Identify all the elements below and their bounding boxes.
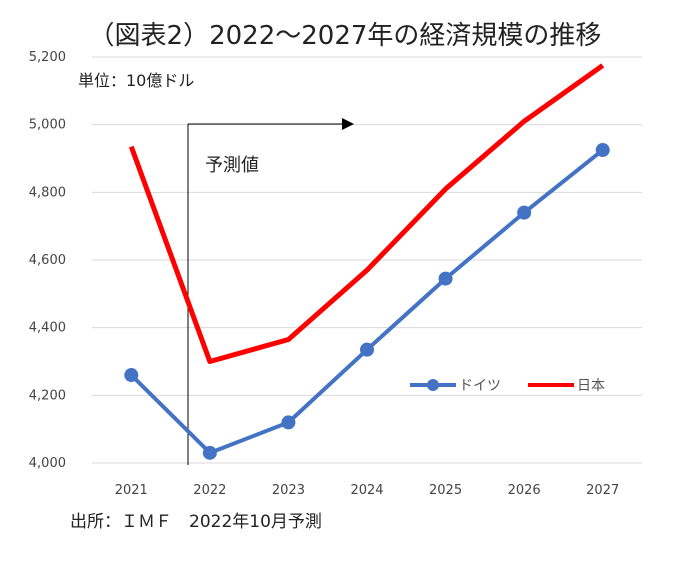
y-tick-label: 4,000 xyxy=(29,456,66,471)
y-tick-label: 4,200 xyxy=(29,388,66,403)
x-tick-label: 2026 xyxy=(508,483,541,498)
y-tick-label: 4,800 xyxy=(29,185,66,200)
series-japan xyxy=(128,63,605,364)
data-point-germany xyxy=(438,271,453,286)
legend-marker-germany xyxy=(427,379,439,391)
x-tick-label: 2021 xyxy=(115,483,148,498)
data-point-germany xyxy=(595,143,610,158)
chart-title: （図表2）2022〜2027年の経済規模の推移 xyxy=(89,21,602,51)
x-tick-label: 2023 xyxy=(272,483,305,498)
data-point-germany xyxy=(124,368,139,383)
legend: ドイツ 日本 xyxy=(410,378,605,394)
series-line-japan xyxy=(128,63,605,364)
x-tick-label: 2024 xyxy=(350,483,383,498)
y-tick-label: 4,600 xyxy=(29,253,66,268)
x-tick-label: 2025 xyxy=(429,483,462,498)
data-point-germany xyxy=(517,205,532,220)
series-line-germany xyxy=(129,148,604,455)
unit-label: 単位：10億ドル xyxy=(78,71,194,90)
y-tick-label: 5,000 xyxy=(29,118,66,133)
legend-label-japan: 日本 xyxy=(577,378,605,394)
y-tick-label: 5,200 xyxy=(29,50,66,65)
data-point-germany xyxy=(360,342,374,357)
series-germany xyxy=(124,143,610,460)
forecast-label: 予測値 xyxy=(205,155,259,176)
x-tick-label: 2027 xyxy=(586,483,619,498)
y-tick-label: 4,400 xyxy=(29,321,66,336)
legend-label-germany: ドイツ xyxy=(459,378,501,394)
x-axis-ticks: 2021 2022 2023 2024 2025 2026 2027 xyxy=(115,483,620,498)
gridlines xyxy=(92,56,642,464)
source-note: 出所：ＩＭＦ 2022年10月予測 xyxy=(70,512,322,532)
forecast-arrow-head xyxy=(342,118,354,130)
y-axis-ticks: 4,000 4,200 4,400 4,600 4,800 5,000 5,200 xyxy=(29,50,66,471)
data-point-germany xyxy=(281,415,296,430)
x-tick-label: 2022 xyxy=(193,483,226,498)
data-point-germany xyxy=(202,445,217,460)
series-layer xyxy=(124,63,610,460)
